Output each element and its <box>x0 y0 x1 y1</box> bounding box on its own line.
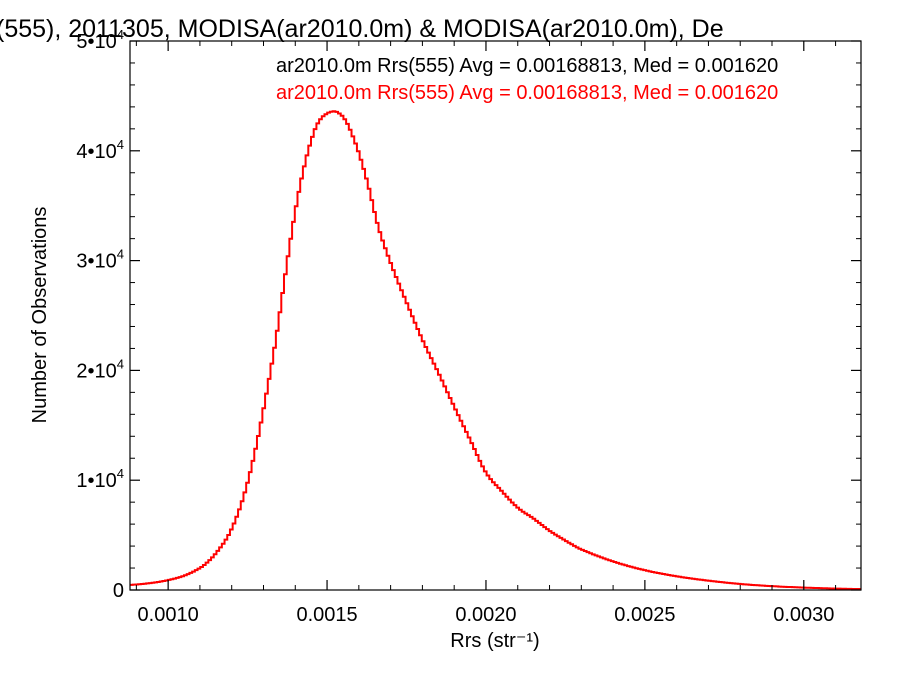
y-tick-label: 3•104 <box>76 247 124 273</box>
annotation-black: ar2010.0m Rrs(555) Avg = 0.00168813, Med… <box>276 55 778 77</box>
y-axis-label: Number of Observations <box>29 207 51 424</box>
y-tick-label: 5•104 <box>76 27 124 53</box>
y-tick-label: 1•104 <box>76 466 124 492</box>
x-tick-label: 0.0015 <box>296 604 357 626</box>
y-tick-label: 2•104 <box>76 356 124 382</box>
x-tick-label: 0.0030 <box>773 604 834 626</box>
annotation-red: ar2010.0m Rrs(555) Avg = 0.00168813, Med… <box>276 82 778 104</box>
plot-frame <box>129 40 862 591</box>
x-tick-label: 0.0025 <box>614 604 675 626</box>
x-tick-label: 0.0010 <box>138 604 199 626</box>
y-tick-label: 0 <box>113 580 124 602</box>
x-tick-label: 0.0020 <box>455 604 516 626</box>
series-layer <box>130 110 861 591</box>
y-tick-label: 4•104 <box>76 137 124 163</box>
x-axis-label: Rrs (str⁻¹) <box>450 630 539 652</box>
series-line-0 <box>130 110 861 591</box>
chart-title: (555), 2011305, MODISA(ar2010.0m) & MODI… <box>0 15 724 43</box>
ticks-layer: 0.0010 0.0015 0.0020 0.0025 0.0030 0 1•104 2•10… <box>76 27 861 626</box>
